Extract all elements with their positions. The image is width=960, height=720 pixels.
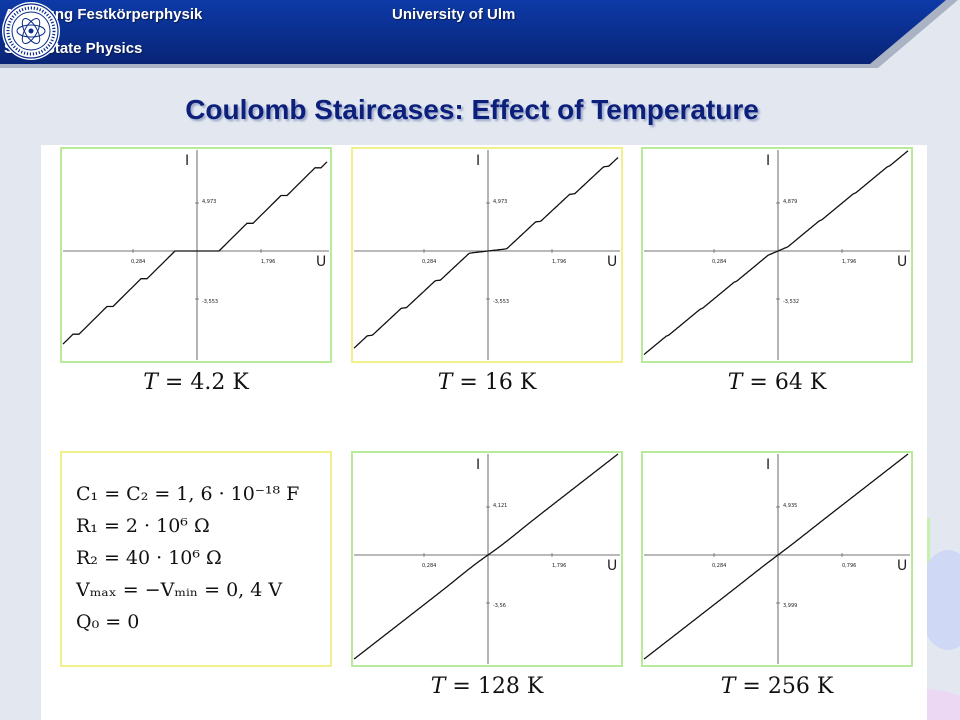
tick-label-x-neg: 0,284 xyxy=(131,259,145,265)
axis-label-i: I xyxy=(476,153,480,169)
axis-label-i: I xyxy=(185,153,189,169)
plot-frame xyxy=(351,147,623,363)
axis-label-u: U xyxy=(316,254,326,270)
slide-title: Coulomb Staircases: Effect of Temperatur… xyxy=(185,94,759,125)
caption-value: = 4.2 K xyxy=(164,370,249,395)
tick-label-x-pos: 0,796 xyxy=(842,563,856,569)
caption-t16: T = 16 K xyxy=(351,370,623,395)
tick-label-y-pos: 4,973 xyxy=(493,199,507,205)
tick-label-x-pos: 1,796 xyxy=(842,259,856,265)
axis-label-i: I xyxy=(766,153,770,169)
axis-label-u: U xyxy=(607,254,617,270)
iv-plot-t16: I U 0,284 1,796 4,973 -3,553 xyxy=(351,147,623,363)
axis-label-u: U xyxy=(897,254,907,270)
caption-t128: T = 128 K xyxy=(351,674,623,699)
iv-curve xyxy=(62,161,328,345)
caption-value: = 16 K xyxy=(459,370,537,395)
tick-label-y-pos: 4,121 xyxy=(493,503,507,509)
axis-label-i: I xyxy=(476,457,480,473)
caption-t64: T = 64 K xyxy=(641,370,913,395)
caption-value: = 64 K xyxy=(749,370,827,395)
param-r1: R₁ = 2 · 10⁶ Ω xyxy=(76,515,210,537)
plot-frame xyxy=(60,147,332,363)
tick-label-y-pos: 4,973 xyxy=(202,199,216,205)
caption-var: T xyxy=(727,370,743,395)
tick-label-y-neg: 3,999 xyxy=(783,603,797,609)
tick-label-x-pos: 1,796 xyxy=(552,563,566,569)
parameters-box xyxy=(60,451,332,667)
header-bar: Abteilung Festkörperphysik Solid State P… xyxy=(0,0,960,72)
caption-var: T xyxy=(720,674,736,699)
tick-label-y-neg: -3,553 xyxy=(202,299,218,305)
param-vmax: Vₘₐₓ = −Vₘᵢₙ = 0, 4 V xyxy=(76,579,283,601)
tick-label-x-neg: 0,284 xyxy=(422,563,436,569)
iv-curve xyxy=(353,453,619,660)
tick-label-y-neg: -3,553 xyxy=(493,299,509,305)
tick-label-y-pos: 4,879 xyxy=(783,199,797,205)
axis-label-u: U xyxy=(897,558,907,574)
caption-var: T xyxy=(430,674,446,699)
tick-label-y-neg: -3,532 xyxy=(783,299,799,305)
tick-label-x-neg: 0,284 xyxy=(422,259,436,265)
university-seal-icon xyxy=(2,2,60,60)
iv-plot-t64: I U 0,284 1,796 4,879 -3,532 xyxy=(641,147,913,363)
tick-label-x-neg: 0,284 xyxy=(712,259,726,265)
tick-label-y-pos: 4,935 xyxy=(783,503,797,509)
plot-frame xyxy=(351,451,623,667)
tick-label-x-pos: 1,796 xyxy=(552,259,566,265)
axis-label-i: I xyxy=(766,457,770,473)
caption-var: T xyxy=(143,370,158,395)
caption-t42: T = 4.2 K xyxy=(60,370,332,395)
caption-value: = 256 K xyxy=(742,674,834,699)
axis-label-u: U xyxy=(607,558,617,574)
param-q0: Q₀ = 0 xyxy=(76,611,140,633)
caption-var: T xyxy=(437,370,453,395)
iv-plot-t256: I U 0,284 0,796 4,935 3,999 xyxy=(641,451,913,667)
plot-frame xyxy=(641,451,913,667)
iv-curve xyxy=(353,157,619,349)
caption-t256: T = 256 K xyxy=(641,674,913,699)
iv-plot-t42: I U 0,284 1,796 4,973 -3,553 xyxy=(60,147,332,363)
caption-value: = 128 K xyxy=(452,674,544,699)
parameters-list: C₁ = C₂ = 1, 6 · 10⁻¹⁸ F R₁ = 2 · 10⁶ Ω … xyxy=(76,478,299,638)
iv-curve xyxy=(643,453,909,660)
header-background xyxy=(0,0,958,68)
iv-plot-t128: I U 0,284 1,796 4,121 -3,56 xyxy=(351,451,623,667)
tick-label-x-pos: 1,796 xyxy=(261,259,275,265)
param-capacitance: C₁ = C₂ = 1, 6 · 10⁻¹⁸ F xyxy=(76,483,300,505)
tick-label-y-neg: -3,56 xyxy=(493,603,506,609)
university-label: University of Ulm xyxy=(392,6,516,23)
tick-label-x-neg: 0,284 xyxy=(712,563,726,569)
iv-curve xyxy=(643,150,909,356)
param-r2: R₂ = 40 · 10⁶ Ω xyxy=(76,547,222,569)
